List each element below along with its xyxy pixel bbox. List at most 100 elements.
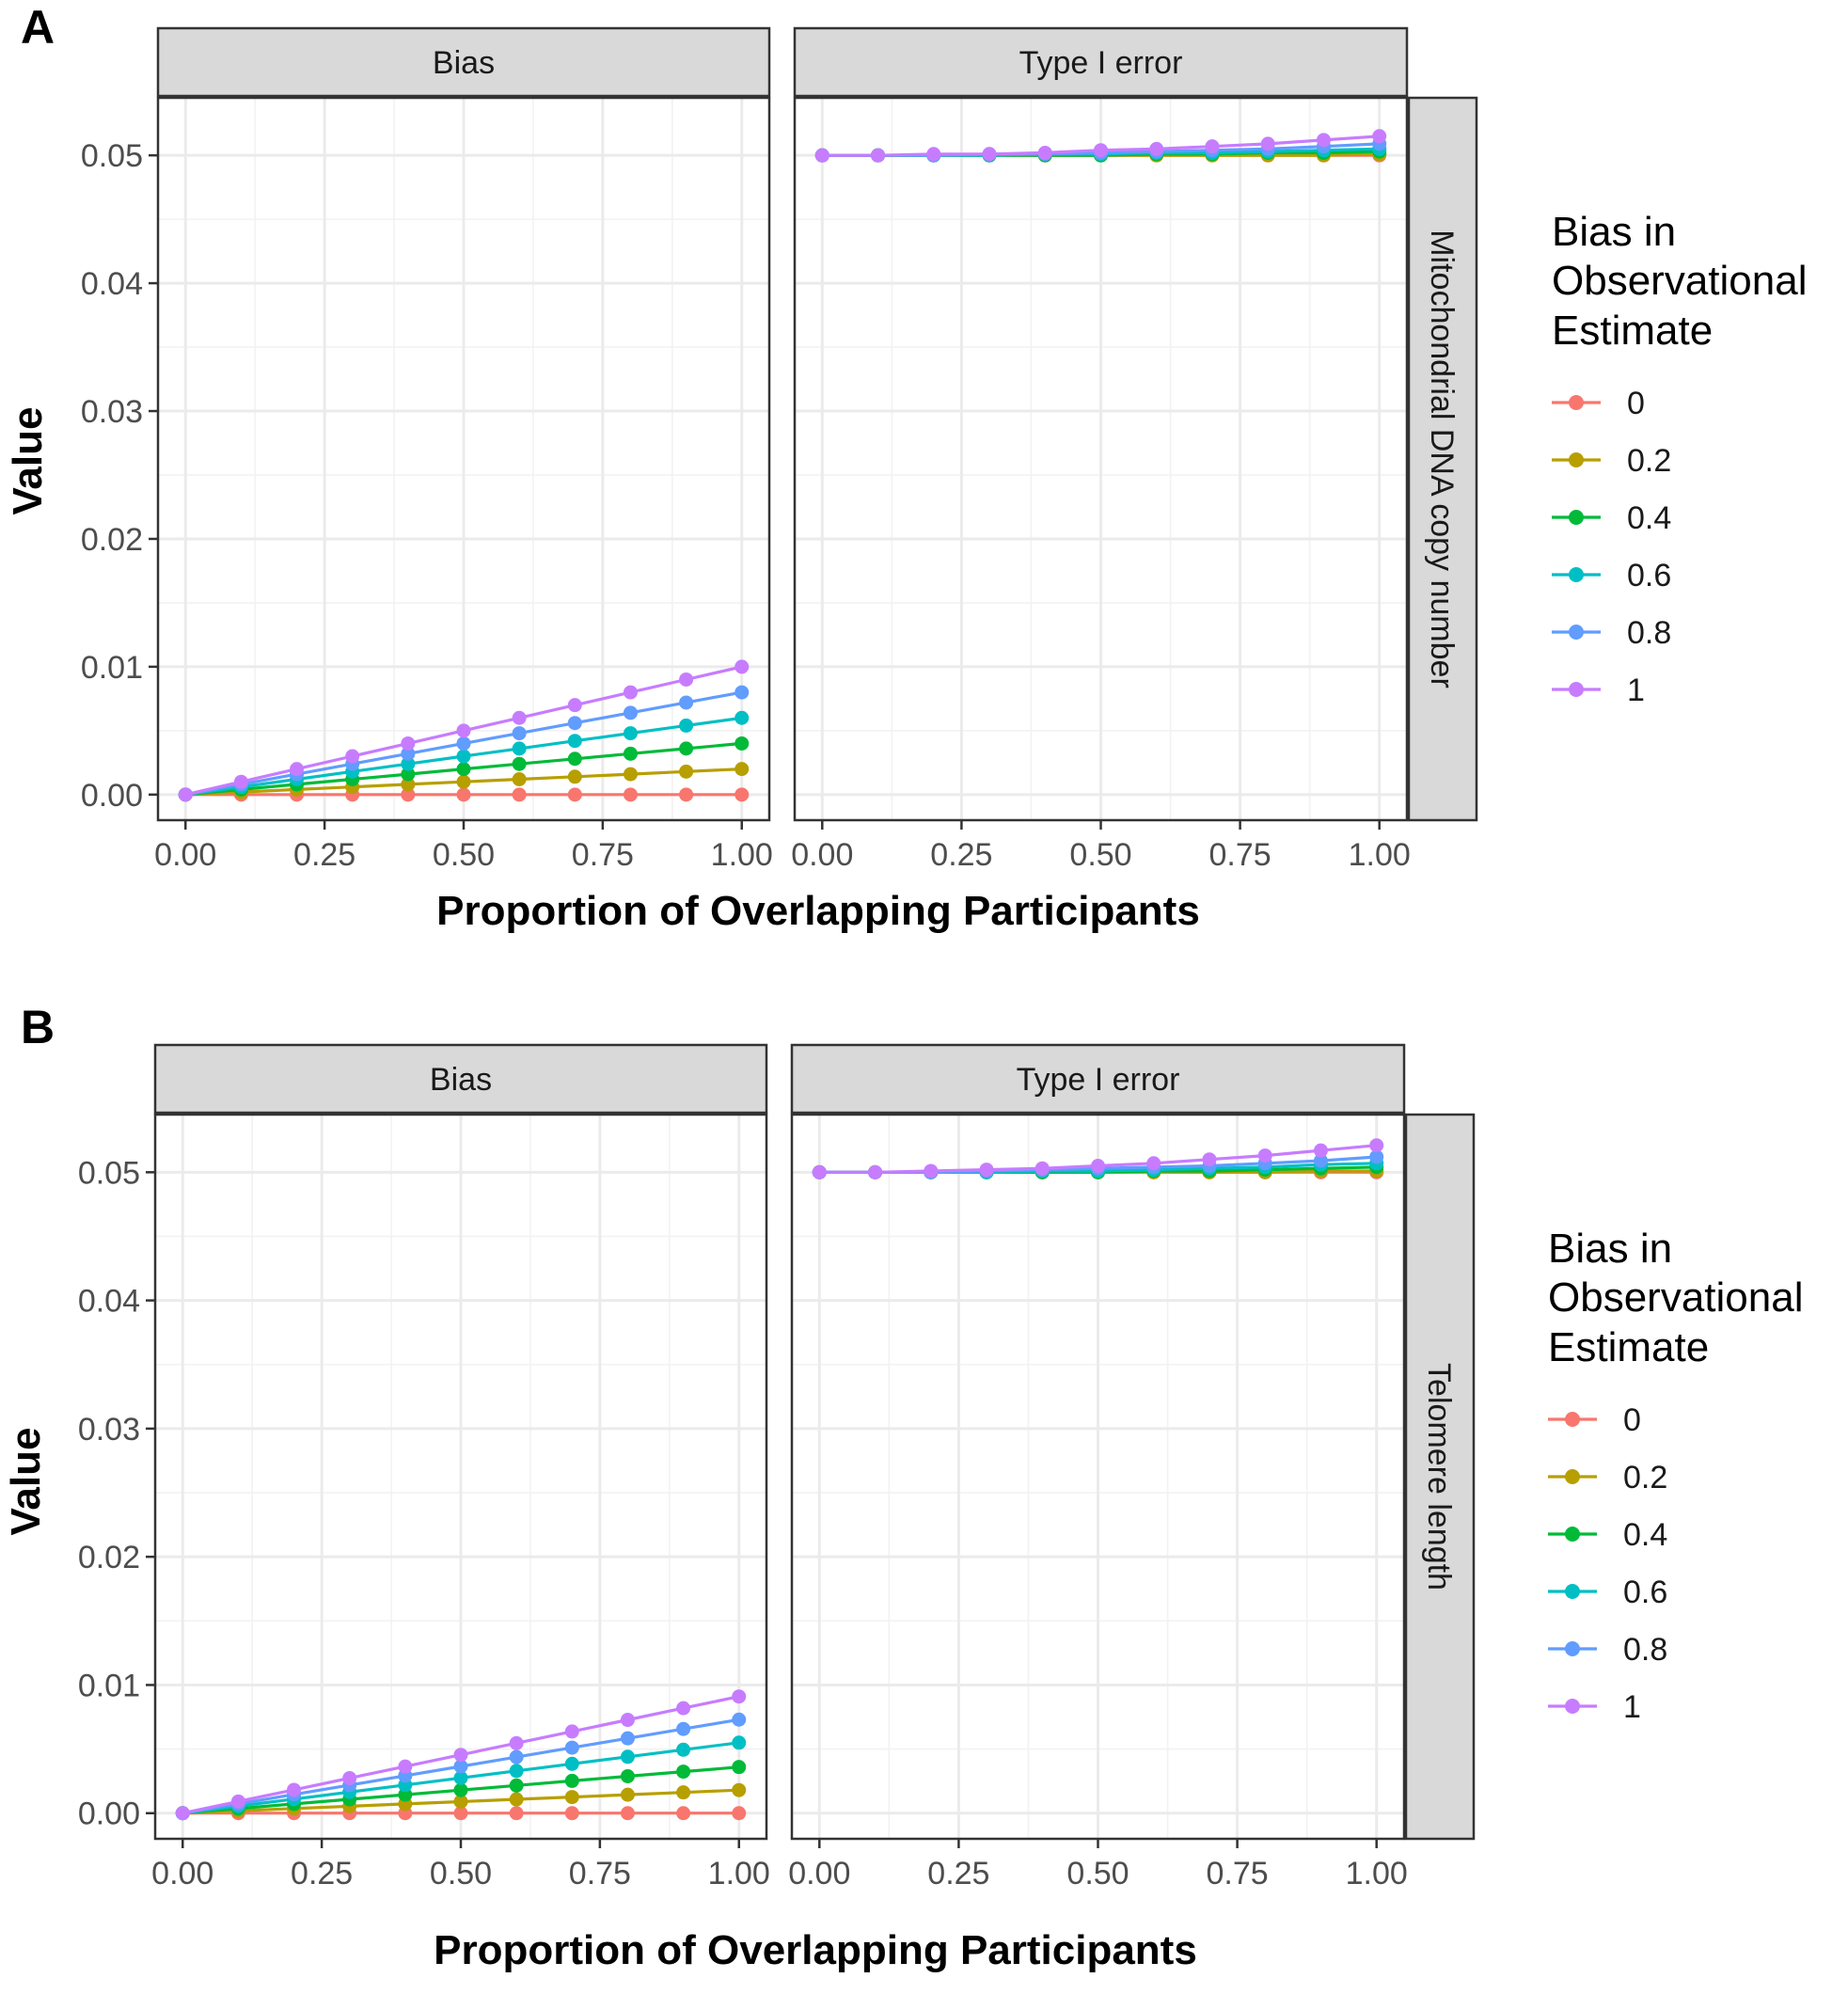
x-tick-label: 0.00 [154, 837, 216, 873]
data-point-0.8 [732, 1712, 747, 1727]
x-tick-label: 0.75 [569, 1856, 631, 1891]
data-point-0 [453, 1806, 468, 1821]
data-point-0 [512, 787, 527, 802]
legend-label: 1 [1623, 1689, 1641, 1725]
data-point-1 [233, 774, 248, 789]
data-point-1 [509, 1735, 524, 1750]
legend-item: 0.6 [1548, 1575, 1667, 1610]
data-point-0 [456, 787, 471, 802]
data-point-0.2 [512, 772, 527, 787]
legend-label: 0.2 [1623, 1460, 1667, 1496]
data-point-1 [924, 1163, 939, 1179]
data-point-0.8 [401, 746, 416, 761]
x-tick-label: 0.75 [1207, 1856, 1269, 1891]
facet-strip-label: Bias [433, 45, 495, 81]
data-point-0.2 [679, 764, 694, 779]
data-point-0.6 [734, 710, 750, 725]
legend-key-point [1569, 510, 1584, 525]
legend-item: 0.4 [1548, 1517, 1667, 1553]
data-point-0.2 [623, 767, 638, 782]
data-point-0.4 [567, 752, 582, 767]
data-point-0.2 [734, 762, 750, 777]
legend-item: 0.4 [1552, 500, 1671, 536]
legend-key-point [1565, 1699, 1580, 1714]
data-point-1 [290, 762, 305, 777]
data-point-1 [1146, 1156, 1161, 1171]
x-tick-label: 0.50 [1066, 1856, 1129, 1891]
data-point-0.4 [734, 736, 750, 751]
data-point-0 [401, 787, 416, 802]
data-point-0.6 [620, 1749, 635, 1765]
data-point-0.6 [679, 718, 694, 733]
data-point-1 [1369, 1138, 1384, 1153]
data-point-0.4 [623, 746, 638, 761]
facet-strip-label: Bias [430, 1062, 492, 1098]
data-point-0.8 [512, 726, 527, 741]
legend-item: 0.8 [1552, 615, 1671, 651]
legend-a: Bias in Observational Estimate 0 0.2 0.4 0.… [1552, 209, 1807, 708]
data-point-1 [1260, 136, 1275, 151]
y-tick-label: 0.05 [78, 1155, 140, 1191]
x-tick-label: 0.00 [151, 1856, 213, 1891]
data-point-0.6 [623, 726, 638, 741]
x-tick-label: 0.25 [291, 1856, 353, 1891]
data-point-1 [512, 710, 527, 725]
data-point-0 [509, 1806, 524, 1821]
data-point-0.2 [567, 769, 582, 784]
figure-b: B Proportion of Overlapping Participants… [3, 1001, 1803, 1973]
data-point-1 [620, 1713, 635, 1728]
data-point-0.2 [509, 1792, 524, 1807]
legend-item: 0.6 [1552, 558, 1671, 593]
data-point-1 [401, 736, 416, 751]
data-point-0.8 [679, 695, 694, 710]
legend-item: 1 [1548, 1689, 1641, 1725]
data-point-0.6 [567, 734, 582, 749]
data-point-1 [679, 672, 694, 687]
data-point-0.2 [456, 774, 471, 789]
data-point-1 [1313, 1143, 1328, 1158]
data-point-1 [178, 787, 193, 802]
data-point-1 [732, 1689, 747, 1704]
panel-tag-a: A [21, 1, 55, 54]
legend-item: 1 [1552, 673, 1645, 708]
data-point-1 [453, 1748, 468, 1763]
legend-label: 0.2 [1627, 443, 1671, 479]
legend-title-line-1: Bias in [1548, 1226, 1672, 1272]
data-point-0.8 [734, 685, 750, 700]
x-tick-label: 0.25 [930, 837, 992, 873]
data-point-0.2 [620, 1787, 635, 1802]
x-tick-label: 0.25 [927, 1856, 989, 1891]
data-point-1 [230, 1794, 245, 1809]
x-tick-label: 0.00 [788, 1856, 850, 1891]
data-point-1 [1037, 145, 1052, 160]
figure-a: A Proportion of Overlapping Participants… [5, 1, 1807, 934]
data-point-1 [345, 749, 360, 764]
x-tick-label: 0.50 [1069, 837, 1131, 873]
data-point-1 [342, 1771, 357, 1786]
data-point-0.4 [398, 1787, 413, 1802]
x-tick-label: 1.00 [1349, 837, 1411, 873]
legend-item: 0 [1548, 1402, 1641, 1438]
legend-item: 0 [1552, 386, 1645, 421]
data-point-0.8 [1313, 1153, 1328, 1168]
data-point-1 [623, 685, 638, 700]
y-tick-label: 0.02 [78, 1540, 140, 1575]
legend-label: 0.6 [1627, 558, 1671, 593]
data-point-0.6 [509, 1764, 524, 1779]
data-point-0.6 [564, 1756, 579, 1771]
legend-title-line-2: Observational [1552, 258, 1807, 304]
data-point-1 [1091, 1159, 1105, 1174]
data-point-1 [1316, 133, 1331, 148]
facet-strip [153, 1043, 768, 1115]
data-point-0.2 [453, 1794, 468, 1809]
data-point-0.8 [676, 1721, 691, 1736]
data-point-0.2 [401, 777, 416, 792]
data-point-0.6 [453, 1770, 468, 1785]
data-point-1 [456, 723, 471, 738]
data-point-0.8 [567, 716, 582, 731]
data-point-0.4 [512, 756, 527, 771]
data-point-1 [1202, 1152, 1217, 1167]
data-point-0.8 [456, 736, 471, 751]
facet-strip [793, 26, 1409, 98]
